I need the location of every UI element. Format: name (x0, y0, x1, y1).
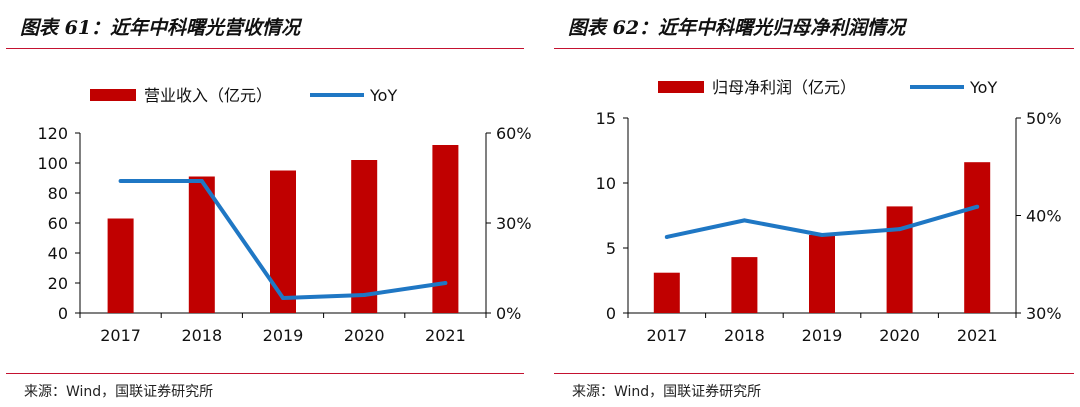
right-tick-label: 60% (496, 124, 532, 143)
x-tick-label: 2018 (181, 326, 222, 345)
left-tick-label: 120 (37, 124, 68, 143)
x-tick-label: 2020 (344, 326, 385, 345)
left-tick-label: 10 (596, 174, 616, 193)
x-tick-label: 2018 (724, 326, 765, 345)
x-tick-label: 2020 (879, 326, 920, 345)
bar-2021 (964, 162, 991, 313)
bar-2018 (731, 257, 758, 313)
source-note: 来源：Wind，国联证券研究所 (572, 384, 762, 400)
source-divider (6, 373, 524, 374)
left-tick-label: 0 (58, 304, 68, 323)
bar-2020 (351, 160, 378, 313)
legend-bar-label: 归母净利润（亿元） (712, 78, 856, 97)
x-tick-label: 2017 (100, 326, 141, 345)
legend-line-label: YoY (969, 78, 997, 97)
yoy-point-2021 (975, 204, 980, 209)
yoy-line (666, 204, 978, 239)
bar-2017 (653, 272, 680, 313)
yoy-point-2017 (664, 234, 669, 239)
net-profit-chart: 0 5 10 15 30% 40% 50% 2017 2018 2019 2020 2021 归母净利润… (596, 78, 1062, 345)
left-tick-label: 80 (48, 184, 68, 203)
bar-2019 (809, 235, 835, 313)
yoy-point-2018 (199, 179, 204, 183)
left-tick-label: 40 (48, 244, 68, 263)
x-tick-label: 2021 (425, 326, 466, 345)
revenue-chart: 0 20 40 60 80 100 120 0% 30% 60% 2017 2018 2019 2020 2… (37, 86, 532, 345)
chart-title: 图表 61：近年中科曙光营收情况 (20, 17, 301, 39)
x-tick-label: 2021 (957, 326, 998, 345)
left-tick-label: 15 (596, 109, 616, 128)
bar-2020 (886, 206, 913, 313)
bar-2019 (270, 170, 296, 313)
bar-2021 (432, 145, 459, 313)
net-profit-chart-panel: 图表 62：近年中科曙光归母净利润情况 0 5 10 15 30% 40% 50% 2017 2… (548, 0, 1080, 407)
yoy-point-2020 (897, 227, 902, 232)
right-tick-label: 40% (1026, 207, 1062, 226)
legend-bar-label: 营业收入（亿元） (144, 86, 272, 105)
yoy-point-2017 (118, 179, 123, 183)
source-divider (554, 373, 1074, 374)
left-tick-label: 20 (48, 274, 68, 293)
x-tick-label: 2019 (263, 326, 304, 345)
left-tick-label: 60 (48, 214, 68, 233)
right-tick-label: 50% (1026, 109, 1062, 128)
left-tick-label: 5 (606, 239, 616, 258)
source-note: 来源：Wind，国联证券研究所 (24, 384, 214, 400)
legend-bar-swatch (90, 89, 136, 101)
yoy-point-2020 (362, 293, 367, 297)
chart-title: 图表 62：近年中科曙光归母净利润情况 (568, 17, 906, 39)
left-tick-label: 0 (606, 304, 616, 323)
yoy-point-2019 (820, 233, 824, 237)
title-divider (554, 48, 1074, 49)
legend-bar-swatch (658, 81, 704, 93)
left-tick-label: 100 (37, 154, 68, 173)
legend-line-label: YoY (369, 86, 397, 105)
revenue-chart-panel: 图表 61：近年中科曙光营收情况 0 20 40 60 80 100 120 0% 30% 60%… (0, 0, 532, 407)
right-tick-label: 30% (1026, 304, 1062, 323)
yoy-point-2021 (443, 281, 448, 285)
yoy-point-2019 (281, 296, 285, 300)
bar-2018 (188, 176, 215, 313)
x-tick-label: 2019 (802, 326, 843, 345)
x-tick-label: 2017 (646, 326, 687, 345)
right-tick-label: 0% (496, 304, 521, 323)
title-divider (6, 48, 524, 49)
yoy-point-2018 (742, 218, 747, 223)
right-tick-label: 30% (496, 214, 532, 233)
bar-2017 (107, 218, 134, 313)
